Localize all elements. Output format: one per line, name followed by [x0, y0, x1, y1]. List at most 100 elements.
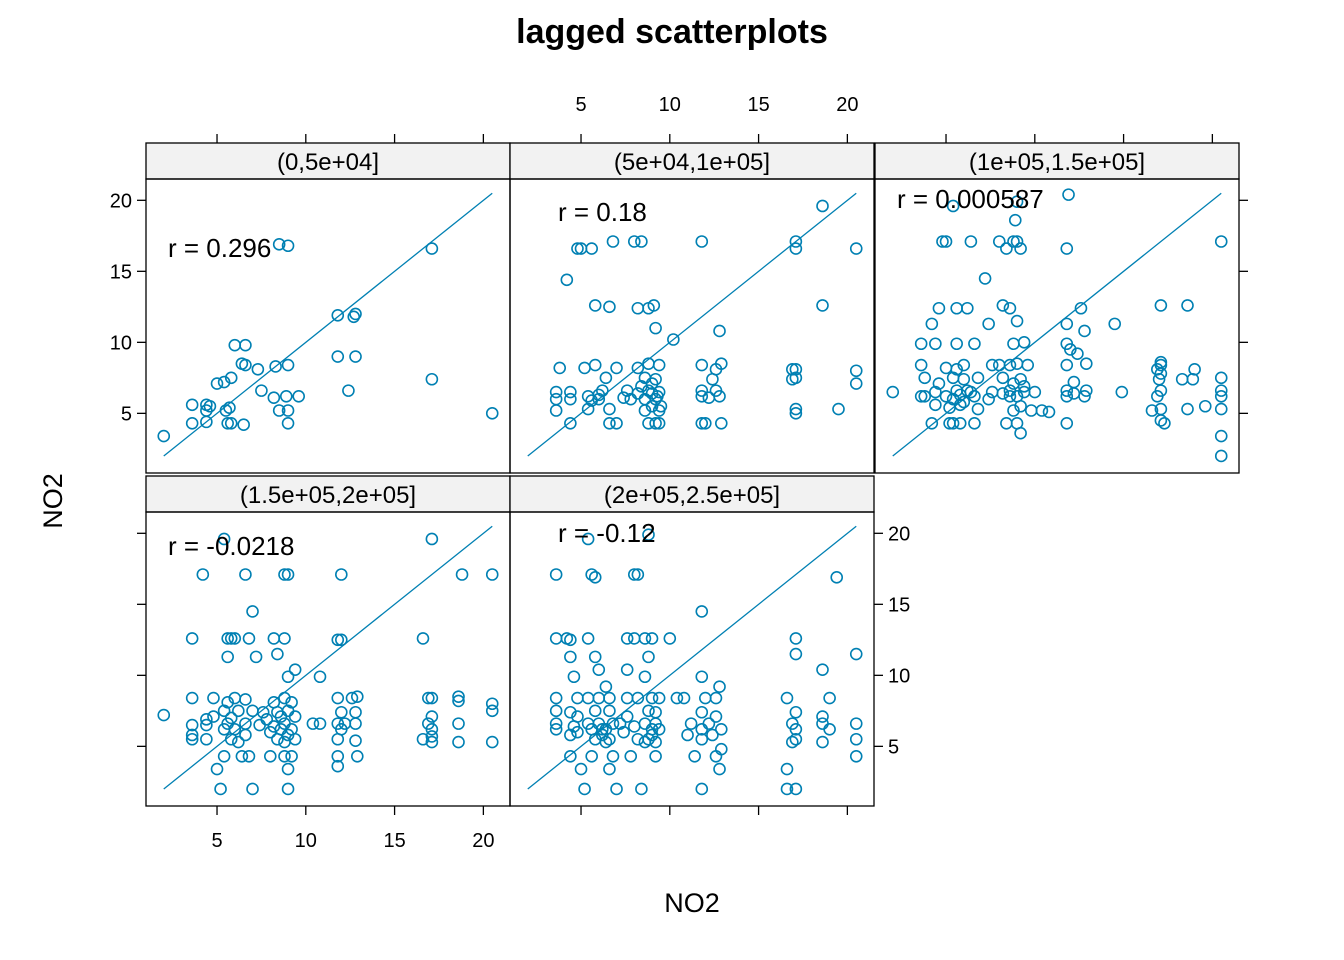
- data-point: [1008, 213, 1022, 227]
- data-point: [581, 691, 595, 705]
- data-point: [306, 717, 320, 730]
- data-point: [246, 605, 259, 618]
- data-point: [1154, 384, 1168, 397]
- data-point: [606, 235, 620, 248]
- data-point: [185, 398, 199, 412]
- data-point: [610, 782, 623, 796]
- data-point: [695, 705, 709, 719]
- data-point: [603, 416, 616, 430]
- data-point: [574, 762, 588, 776]
- data-point: [239, 693, 252, 706]
- data-point: [631, 301, 645, 315]
- panel-strip: [509, 475, 875, 513]
- data-point: [349, 307, 362, 321]
- data-point: [425, 691, 439, 705]
- data-point: [631, 361, 645, 375]
- data-point: [714, 357, 728, 370]
- panel-strip: [145, 475, 511, 513]
- data-point: [281, 404, 295, 417]
- data-point: [255, 384, 268, 397]
- data-point: [1078, 390, 1091, 403]
- data-point: [627, 632, 641, 645]
- panel-strip: [145, 142, 511, 180]
- data-point: [585, 749, 598, 763]
- data-point: [350, 749, 364, 763]
- data-point: [695, 390, 709, 403]
- data-point: [1079, 357, 1093, 370]
- data-point: [939, 235, 953, 248]
- data-point: [982, 392, 995, 406]
- data-point: [953, 416, 967, 430]
- data-point: [425, 730, 439, 743]
- data-point: [645, 632, 659, 645]
- data-point: [592, 392, 606, 406]
- data-point: [714, 416, 728, 430]
- data-point: [849, 647, 863, 661]
- data-point: [627, 720, 641, 733]
- data-point: [681, 728, 694, 742]
- data-point: [627, 235, 641, 248]
- data-point: [217, 375, 231, 389]
- data-point: [239, 568, 252, 581]
- data-point: [232, 704, 245, 718]
- data-point: [1108, 317, 1122, 331]
- data-point: [786, 735, 799, 749]
- data-point: [635, 782, 648, 796]
- data-point: [288, 732, 302, 746]
- data-point: [978, 272, 992, 285]
- data-point: [239, 728, 252, 742]
- data-point: [1067, 387, 1081, 400]
- panel-strip: [874, 142, 1240, 180]
- data-point: [288, 710, 302, 723]
- data-point: [564, 385, 577, 399]
- data-point: [914, 390, 928, 403]
- data-point: [1067, 375, 1081, 389]
- data-point: [335, 633, 348, 647]
- data-point: [932, 377, 946, 390]
- data-point: [1198, 399, 1212, 413]
- data-point: [246, 704, 259, 718]
- panel-frame: [509, 178, 875, 474]
- data-point: [610, 416, 623, 430]
- data-point: [455, 568, 469, 581]
- data-point: [549, 385, 563, 399]
- data-point: [560, 273, 574, 287]
- data-point: [925, 317, 939, 331]
- data-point: [714, 742, 728, 756]
- data-point: [1154, 299, 1168, 312]
- data-point: [816, 299, 829, 312]
- data-point: [207, 710, 220, 723]
- data-point: [1074, 301, 1088, 315]
- data-point: [996, 387, 1010, 400]
- data-point: [624, 749, 638, 763]
- data-point: [485, 735, 499, 749]
- data-point: [652, 723, 666, 736]
- data-point: [610, 361, 623, 375]
- data-point: [1154, 414, 1168, 427]
- data-point: [235, 749, 249, 763]
- data-point: [918, 390, 932, 403]
- data-point: [1158, 416, 1171, 430]
- x-tick-label: 10: [659, 94, 681, 116]
- data-point: [278, 568, 291, 581]
- data-point: [789, 647, 803, 661]
- data-point: [1014, 372, 1027, 386]
- data-point: [789, 732, 803, 746]
- panel-frame: [509, 511, 875, 807]
- data-point: [1003, 358, 1017, 372]
- chart-title: lagged scatterplots: [516, 13, 828, 51]
- y-tick-label: 15: [110, 261, 132, 283]
- panel-strip-label: (2e+05,2.5e+05]: [604, 482, 780, 509]
- data-point: [1064, 343, 1077, 356]
- data-point: [789, 242, 803, 255]
- data-point: [549, 717, 563, 730]
- data-point: [207, 691, 220, 705]
- data-point: [592, 388, 606, 402]
- data-point: [929, 385, 942, 399]
- data-point: [1007, 235, 1020, 248]
- data-point: [699, 691, 712, 705]
- data-point: [1017, 336, 1031, 349]
- data-point: [695, 782, 709, 796]
- data-point: [652, 358, 666, 372]
- data-point: [932, 301, 946, 315]
